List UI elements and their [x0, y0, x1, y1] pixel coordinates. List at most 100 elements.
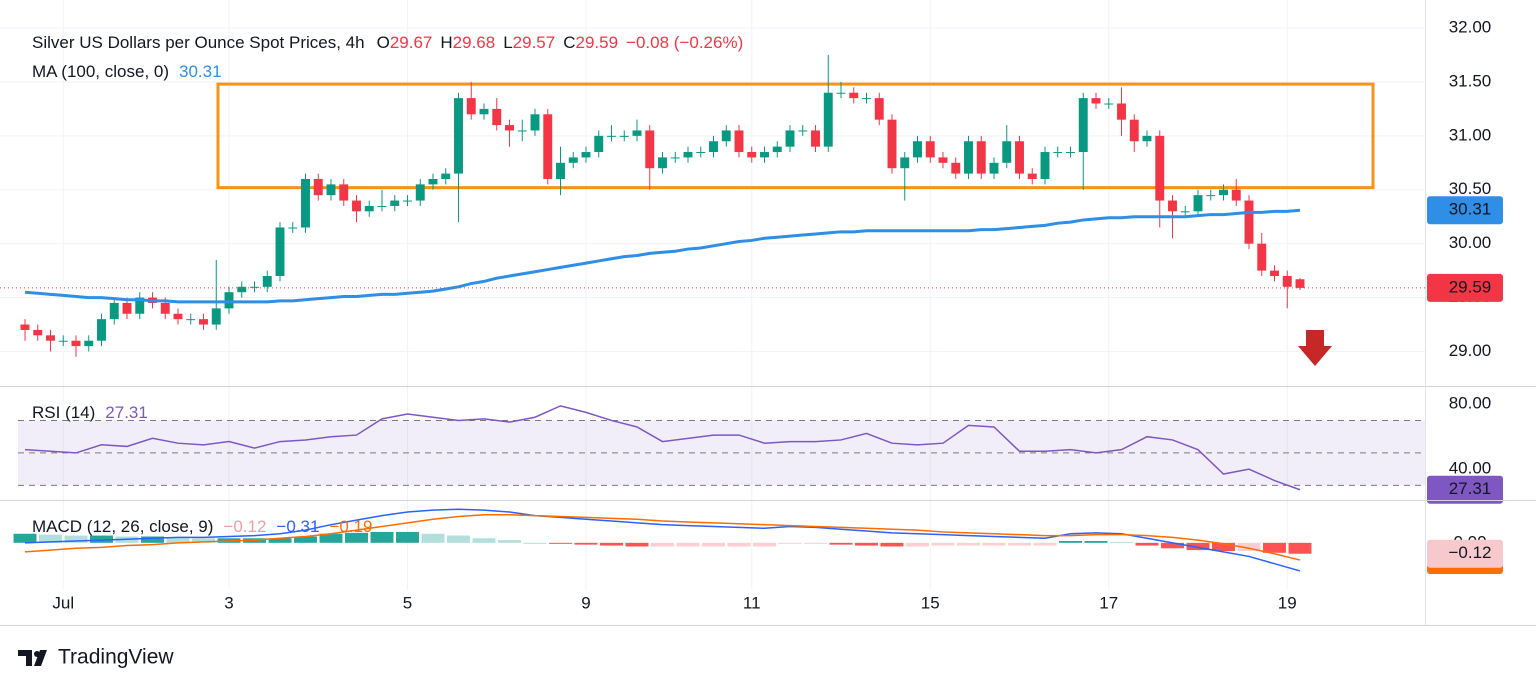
candle-body [505, 125, 514, 131]
candle-body [938, 157, 948, 163]
label-layer: Jul3591115171929.0029.5030.0030.5031.003… [52, 18, 1503, 612]
candle-body [84, 340, 94, 347]
candle-body [925, 141, 935, 158]
histogram-bar [396, 531, 419, 543]
candle-body [428, 178, 438, 185]
candle-body [492, 108, 502, 126]
y-tick-label: 32.00 [1449, 18, 1492, 37]
candle-body [658, 157, 667, 169]
histogram-bar [1237, 542, 1261, 551]
candle-body [20, 324, 30, 330]
histogram-bar [600, 542, 623, 546]
rsi-title: RSI (14) [32, 403, 95, 422]
histogram-bar [345, 532, 368, 543]
y-tick-label: 80.00 [1449, 394, 1492, 413]
brand-logo: TradingView [18, 646, 174, 669]
candle-body [313, 178, 323, 196]
histogram-bar [1161, 542, 1184, 549]
ma-price-label: 30.31 [1449, 200, 1492, 219]
candle-body [964, 141, 973, 174]
ma-line [24, 208, 1301, 304]
signal-value: −0.19 [329, 517, 372, 536]
macd-line [24, 508, 1301, 572]
last-price-box [1427, 273, 1503, 302]
candle-body [772, 146, 782, 153]
y-tick-label: 30.00 [1449, 233, 1492, 252]
ohlc-key: O [377, 33, 390, 52]
candle-body [900, 157, 910, 169]
grid-layer [0, 0, 1425, 590]
histogram-bar [906, 542, 929, 547]
candle-body [71, 340, 81, 347]
histogram-bar [676, 542, 700, 547]
candle-body [1002, 141, 1012, 163]
candle-body [352, 200, 361, 212]
candle-body [275, 227, 285, 277]
candle-body [1244, 200, 1254, 244]
ohlc-key: H [440, 33, 452, 52]
histogram-bar [1110, 541, 1133, 543]
histogram-bar [778, 542, 802, 544]
ma-legend: MA (100, close, 0) 30.31 [32, 62, 222, 81]
candle-body [645, 130, 655, 169]
histogram-bar [141, 536, 164, 543]
candle-body [1231, 189, 1241, 201]
histogram-bar [472, 538, 496, 543]
candle-body [594, 135, 604, 153]
x-tick-label: 5 [403, 593, 412, 612]
candle-body [1117, 103, 1126, 120]
candle-body [415, 184, 425, 201]
candle-body [734, 130, 744, 153]
candle-body [581, 152, 591, 158]
candle-body [823, 92, 833, 147]
histogram-bar [1033, 542, 1057, 546]
candle-body [607, 135, 616, 137]
histogram-bar [829, 542, 853, 545]
candle-body [811, 130, 820, 147]
chart-header: Silver US Dollars per Ounce Spot Prices,… [32, 33, 743, 52]
candle-body [1040, 152, 1050, 179]
ma-price-box [1427, 196, 1503, 225]
histogram-bar [1084, 541, 1108, 543]
histogram-bar [90, 535, 113, 543]
histogram-bar [498, 540, 521, 543]
candle-body [1295, 279, 1305, 288]
candle-body [1129, 119, 1139, 142]
histogram-bar [39, 534, 62, 543]
histogram-bar [447, 535, 470, 543]
candle-body [122, 302, 132, 314]
x-tick-label: 11 [743, 593, 761, 612]
candle-body [262, 276, 272, 287]
candle-body [301, 178, 310, 228]
candle-body [479, 108, 489, 115]
candle-body [683, 152, 693, 158]
candle-body [199, 319, 208, 325]
histogram-bar [294, 536, 317, 543]
hist-value-box [1427, 539, 1503, 568]
candle-body [135, 297, 145, 314]
candle-body [862, 98, 871, 100]
hist-value: −0.12 [223, 517, 266, 536]
candle-body [1155, 135, 1165, 201]
y-tick-label: 30.50 [1449, 179, 1492, 198]
candle-body [33, 329, 43, 336]
candle-body [1142, 135, 1152, 142]
histogram-bar [625, 542, 649, 547]
histogram-bar [1288, 542, 1312, 554]
histogram-bar [370, 531, 394, 543]
histogram-bar [268, 538, 292, 543]
candle-body [326, 184, 336, 196]
candle-body [696, 152, 706, 154]
candle-body [568, 157, 578, 163]
macd-title: MACD (12, 26, close, 9) [32, 517, 213, 536]
candle-body [836, 92, 846, 94]
histogram-bar [651, 542, 674, 547]
candle-body [224, 292, 234, 309]
candle-body [186, 319, 196, 321]
brand-icon [18, 650, 47, 666]
rsi-legend: RSI (14) 27.31 [32, 403, 148, 422]
histogram-bar [880, 542, 904, 547]
candle-body [1066, 152, 1075, 154]
candle-body [1206, 195, 1216, 197]
histogram-bar [523, 542, 547, 544]
